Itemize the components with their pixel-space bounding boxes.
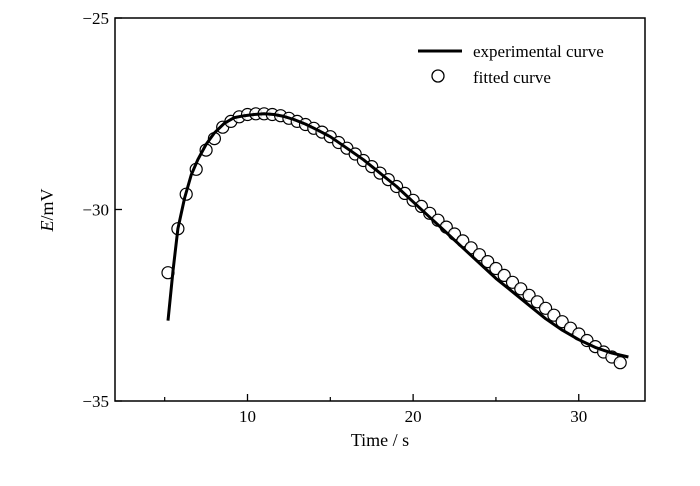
x-tick-label: 10 xyxy=(239,407,256,426)
y-axis-title-unit: /mV xyxy=(37,188,57,220)
x-axis-title: Time / s xyxy=(351,430,409,450)
series-line-experimental xyxy=(166,112,629,359)
y-tick-label: −25 xyxy=(82,9,109,28)
x-tick-label: 20 xyxy=(405,407,422,426)
legend: experimental curve fitted curve xyxy=(418,42,604,87)
y-axis-title-symbol: E xyxy=(37,221,57,233)
y-tick-label: −30 xyxy=(82,201,109,220)
x-tick-label: 30 xyxy=(570,407,587,426)
axes-layer xyxy=(114,17,646,402)
data-point-fitted xyxy=(613,356,627,370)
ticks-layer: 10 20 30 −25 −30 −35 xyxy=(82,9,587,426)
legend-circle-swatch xyxy=(431,69,445,83)
y-axis-title: E/mV xyxy=(37,188,57,232)
plot-frame xyxy=(114,17,646,402)
legend-label-experimental: experimental curve xyxy=(473,42,604,61)
series-layer xyxy=(161,107,629,370)
legend-label-fitted: fitted curve xyxy=(473,68,551,87)
y-tick-label: −35 xyxy=(82,392,109,411)
